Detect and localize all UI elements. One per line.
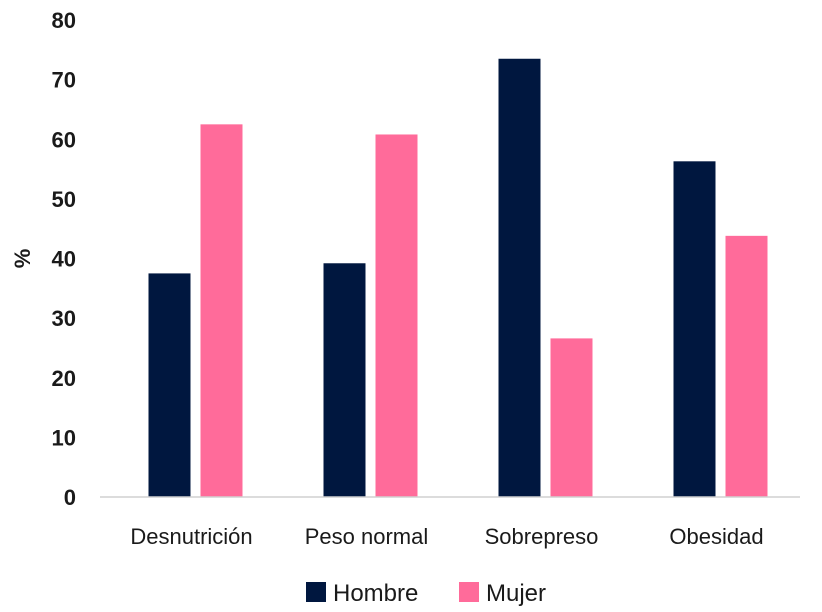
legend-label-mujer: Mujer [486, 580, 546, 607]
y-tick-label: 50 [52, 187, 76, 212]
y-tick-label: 80 [52, 8, 76, 33]
y-axis-tick-labels: 0 10 20 30 40 50 60 70 80 [52, 8, 76, 510]
bar-mujer-3 [725, 235, 768, 497]
legend-swatch-mujer [459, 582, 479, 602]
x-tick-label: Peso normal [305, 524, 429, 549]
y-tick-label: 70 [52, 68, 76, 93]
bar-hombre-0 [148, 273, 191, 497]
y-tick-label: 60 [52, 127, 76, 152]
y-tick-label: 40 [52, 247, 76, 272]
bar-hombre-1 [323, 263, 366, 497]
y-tick-label: 0 [64, 485, 76, 510]
y-tick-label: 20 [52, 366, 76, 391]
bar-mujer-1 [375, 134, 418, 498]
y-tick-label: 30 [52, 306, 76, 331]
x-axis-tick-labels: Desnutrición Peso normal Sobrepreso Obesida… [130, 524, 763, 549]
bar-mujer-0 [200, 124, 243, 497]
legend: Hombre Mujer [306, 580, 546, 607]
x-tick-label: Desnutrición [130, 524, 252, 549]
x-tick-label: Obesidad [669, 524, 763, 549]
legend-swatch-hombre [306, 582, 326, 602]
y-tick-label: 10 [52, 425, 76, 450]
bars [148, 58, 768, 498]
bar-mujer-2 [550, 338, 593, 497]
legend-label-hombre: Hombre [333, 580, 418, 607]
bar-hombre-2 [498, 58, 541, 497]
x-tick-label: Sobrepreso [485, 524, 599, 549]
y-axis-label: % [10, 249, 35, 269]
bar-hombre-3 [673, 161, 716, 497]
